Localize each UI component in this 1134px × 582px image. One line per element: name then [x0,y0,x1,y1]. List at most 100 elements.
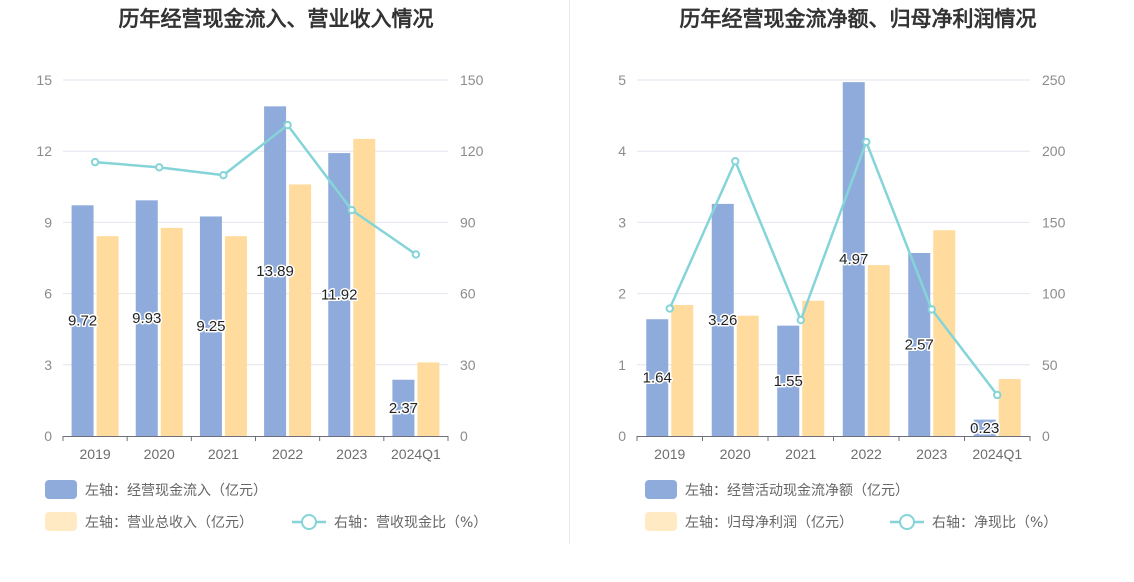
bar-primary [711,203,734,436]
legend-label-line: 右轴：净现比（%） [932,515,1057,531]
bar-primary [646,319,669,436]
left-axis-tick-label: 9 [44,214,52,230]
left-axis-tick-label: 3 [44,357,52,373]
ratio-point [993,390,1002,400]
legend-label-secondary: 左轴：归母净利润（亿元） [685,514,853,531]
bar-primary [842,82,865,437]
bar-secondary [671,304,694,436]
bar-data-label: 2.37 [389,400,418,417]
bar-data-label: 1.55 [774,373,803,390]
left-axis-tick-label: 1 [618,357,626,373]
bar-secondary [998,379,1021,436]
bar-primary [392,379,415,436]
legend-label-secondary: 左轴：营业总收入（亿元） [85,515,253,531]
ratio-point [283,120,292,130]
right-axis-tick-label: 90 [460,214,476,230]
left-axis-tick-label: 12 [36,143,52,159]
bar-secondary [160,227,183,436]
right-axis-tick-label: 100 [1042,286,1066,302]
x-axis-category-label: 2024Q1 [391,446,441,462]
x-axis-category-label: 2022 [851,446,882,462]
bar-data-label: 1.64 [643,370,672,387]
x-axis-category-label: 2023 [916,446,947,462]
x-axis-category-label: 2021 [208,446,239,462]
legend-swatch-primary [45,480,77,499]
left-axis-tick-label: 15 [36,72,52,88]
bar-primary [973,419,996,436]
bar-primary [328,153,351,436]
left-axis-tick-label: 0 [618,428,626,444]
chart-title: 历年经营现金流净额、归母净利润情况 [680,7,1037,31]
chart-title: 历年经营现金流入、营业收入情况 [119,7,434,31]
legend-label-primary: 左轴：经营现金流入（亿元） [85,483,267,499]
x-axis-category-label: 2022 [272,446,303,462]
x-axis-category-label: 2021 [785,446,816,462]
legend-swatch-line-marker [899,514,915,530]
bar-data-label: 9.72 [68,313,97,330]
right-axis-tick-label: 150 [460,72,484,88]
bar-secondary [224,236,247,436]
x-axis-category-label: 2020 [144,446,175,462]
ratio-point [219,170,228,180]
legend-swatch-secondary [645,512,677,531]
ratio-point [731,156,740,166]
bar-secondary [867,265,890,436]
right-axis-tick-label: 60 [460,286,476,302]
bar-data-label: 11.92 [321,287,357,304]
x-axis-category-label: 2023 [336,446,367,462]
chart-left-cash-inflow-revenue: 历年经营现金流入、营业收入情况 0 0 3 30 6 60 9 90 12 120 15 150 2019… [36,7,487,531]
bar-data-label: 2.57 [905,337,934,354]
x-axis-category-label: 2020 [720,446,751,462]
right-axis-tick-label: 0 [1042,428,1050,444]
right-axis-tick-label: 120 [460,143,484,159]
legend-swatch-primary [645,480,677,499]
x-axis-category-label: 2019 [80,446,111,462]
ratio-line [668,138,999,396]
bar-data-label: 9.93 [132,310,161,327]
bar-primary [908,253,931,436]
right-axis-tick-label: 50 [1042,357,1058,373]
ratio-point [347,205,356,215]
bar-data-label: 0.23 [970,420,999,437]
right-axis-tick-label: 150 [1042,214,1066,230]
left-axis-tick-label: 5 [618,72,626,88]
right-axis-tick-label: 30 [460,357,476,373]
bar-secondary [933,230,956,436]
bar-primary [199,216,222,436]
right-axis-tick-label: 200 [1042,143,1066,159]
left-axis-tick-label: 0 [44,428,52,444]
right-axis-tick-label: 0 [460,428,468,444]
bar-secondary [802,300,825,436]
legend-swatch-line-marker [301,514,317,530]
left-axis-tick-label: 3 [618,214,626,230]
bar-primary [777,325,800,436]
left-axis-tick-label: 6 [44,286,52,302]
bar-secondary [353,138,376,436]
bar-primary [264,106,287,437]
bar-primary [135,200,158,436]
x-axis-category-label: 2019 [654,446,685,462]
bar-secondary [417,362,440,436]
legend-label-primary: 左轴：经营活动现金流净额（亿元） [685,483,909,499]
left-axis-tick-label: 4 [618,143,626,159]
bar-data-label: 13.89 [256,263,294,280]
bar-data-label: 4.97 [839,251,868,268]
bar-primary [71,205,94,436]
ratio-point [862,137,871,147]
ratio-point [90,157,100,167]
ratio-line [94,123,417,256]
legend-swatch-secondary [45,512,77,531]
bar-secondary [96,236,119,436]
ratio-point [927,305,936,314]
ratio-point [796,315,805,325]
x-axis-category-label: 2024Q1 [972,446,1022,462]
bar-secondary [289,184,312,436]
bar-data-label: 3.26 [708,312,737,329]
ratio-point [411,250,421,259]
bar-data-label: 9.25 [196,318,225,335]
left-axis-tick-label: 2 [618,286,626,302]
legend-label-line: 右轴：营收现金比（%） [334,515,487,531]
bar-secondary [736,315,759,436]
